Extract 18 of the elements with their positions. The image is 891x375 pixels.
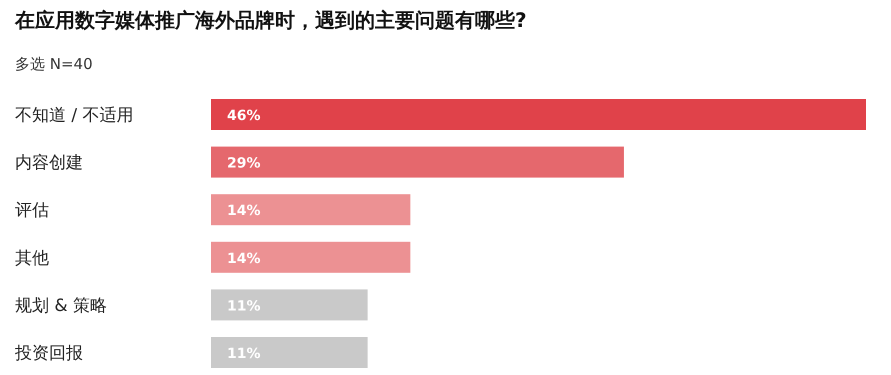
y-tick-label: 投资回报 [14,344,83,364]
data-label: 14% [227,203,261,220]
data-label: 46% [227,108,261,124]
data-label: 14% [227,250,261,267]
bar [211,242,410,273]
bar [211,289,368,320]
bar [211,146,624,178]
y-tick-label: 其他 [15,248,49,268]
data-label: 29% [227,156,261,172]
bar [211,337,368,368]
y-tick-label: 规划 & 策略 [15,296,108,316]
y-tick-label: 评估 [15,200,49,221]
y-tick-label: 不知道 / 不适用 [15,106,134,126]
text: 多选 N=40 [15,55,93,73]
y-tick-label: 内容创建 [15,153,83,174]
bar [211,99,866,130]
bar [211,194,410,226]
chart-title: 在应用数字媒体推广海外品牌时，遇到的主要问题有哪些? [14,8,527,32]
